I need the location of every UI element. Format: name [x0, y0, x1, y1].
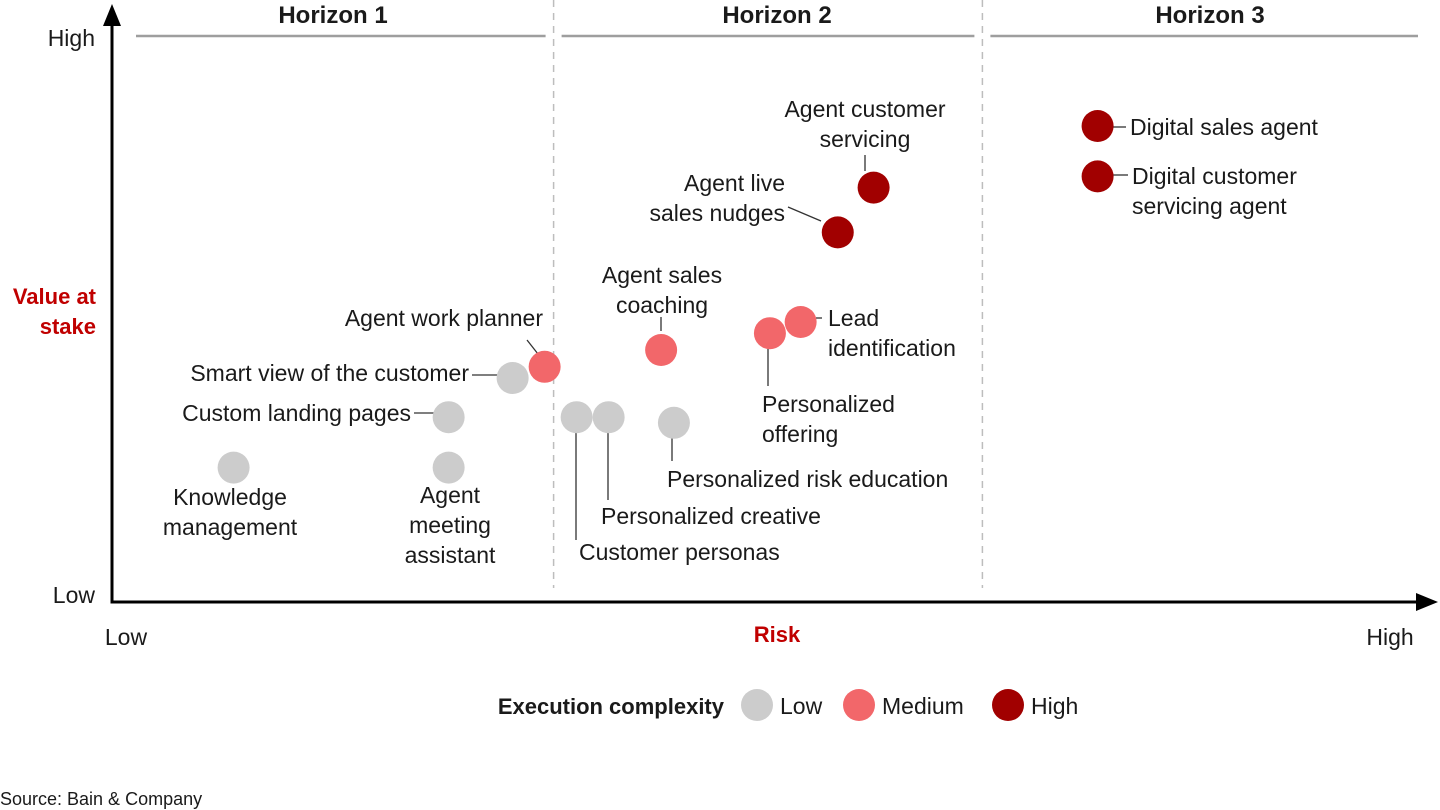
- point-custom-landing-pages: [432, 401, 465, 434]
- y-tick-low: Low: [53, 582, 96, 608]
- point-label: Lead identification: [828, 305, 956, 361]
- y-axis-arrow-icon: [103, 4, 121, 26]
- x-tick-low: Low: [105, 624, 148, 650]
- horizon-label: Horizon 3: [1155, 2, 1264, 29]
- point-label: Agent sales coaching: [602, 262, 722, 318]
- point-agent-sales-coaching: [645, 334, 678, 366]
- legend-label-medium: Medium: [882, 693, 964, 719]
- point-label: Custom landing pages: [182, 400, 411, 426]
- point-label: Smart view of the customer: [190, 360, 469, 386]
- legend-label-low: Low: [780, 693, 823, 719]
- point-digital-sales-agent: [1081, 110, 1114, 142]
- leader-line: [787, 206, 822, 222]
- legend-swatch-medium: [843, 689, 875, 721]
- point-label: Agent customer servicing: [784, 96, 945, 152]
- point-label: Agent live sales nudges: [649, 170, 785, 226]
- point-agent-customer-servicing: [857, 171, 890, 204]
- x-axis-arrow-icon: [1416, 593, 1438, 611]
- point-label: Digital sales agent: [1130, 114, 1319, 140]
- point-label: Personalized risk education: [667, 466, 948, 492]
- y-axis-title: Value at stake: [13, 284, 97, 339]
- point-label: Personalized creative: [601, 503, 821, 529]
- point-knowledge-management: [217, 451, 250, 484]
- point-digital-customer-servicing-agent: [1081, 160, 1114, 193]
- point-customer-personas: [560, 401, 593, 434]
- x-tick-high: High: [1366, 624, 1413, 650]
- point-label: Customer personas: [579, 539, 780, 565]
- legend-swatch-high: [992, 689, 1024, 721]
- y-tick-high: High: [48, 25, 95, 51]
- legend-title: Execution complexity: [498, 694, 725, 719]
- point-agent-live-sales-nudges: [821, 216, 854, 249]
- point-label: Digital customer servicing agent: [1132, 163, 1297, 219]
- x-axis-title: Risk: [754, 622, 801, 647]
- point-lead-identification: [784, 306, 817, 338]
- legend-label-high: High: [1031, 693, 1078, 719]
- point-personalized-creative: [592, 401, 625, 434]
- point-personalized-offering: [753, 317, 786, 350]
- point-label: Agent work planner: [345, 305, 544, 331]
- point-label: Knowledge management: [163, 484, 298, 540]
- horizon-label: Horizon 2: [722, 2, 831, 29]
- point-label: Agent meeting assistant: [405, 482, 496, 568]
- point-agent-work-planner: [528, 350, 561, 383]
- horizon-label: Horizon 1: [278, 2, 387, 29]
- point-agent-meeting-assistant: [432, 451, 465, 484]
- legend-swatch-low: [741, 689, 773, 721]
- point-label: Personalized offering: [762, 391, 895, 447]
- source-note: Source: Bain & Company: [0, 789, 202, 809]
- point-personalized-risk-education: [657, 406, 690, 439]
- point-smart-view-of-the-customer: [496, 362, 529, 394]
- leader-line: [526, 339, 539, 355]
